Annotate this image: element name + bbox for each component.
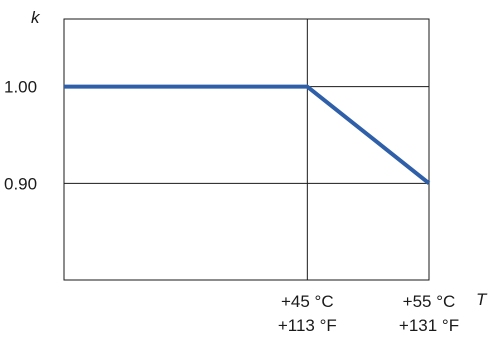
x-tick-label: +131 °F [399,316,459,335]
x-tick-label: +113 °F [278,316,337,335]
y-tick-label: 0.90 [4,174,37,193]
series-layer [64,84,431,185]
plot-frame [63,18,430,281]
x-tick-label: +45 °C [281,292,334,311]
tick-labels: +45 °C +113 °F +55 °C +131 °F 1.00 0.90 [4,78,459,335]
x-axis-title: T [476,290,488,309]
series-line [64,84,431,185]
grid-lines [64,19,430,280]
x-tick-label: +55 °C [403,292,456,311]
y-tick-label: 1.00 [4,78,37,97]
y-axis-title: k [31,8,41,27]
